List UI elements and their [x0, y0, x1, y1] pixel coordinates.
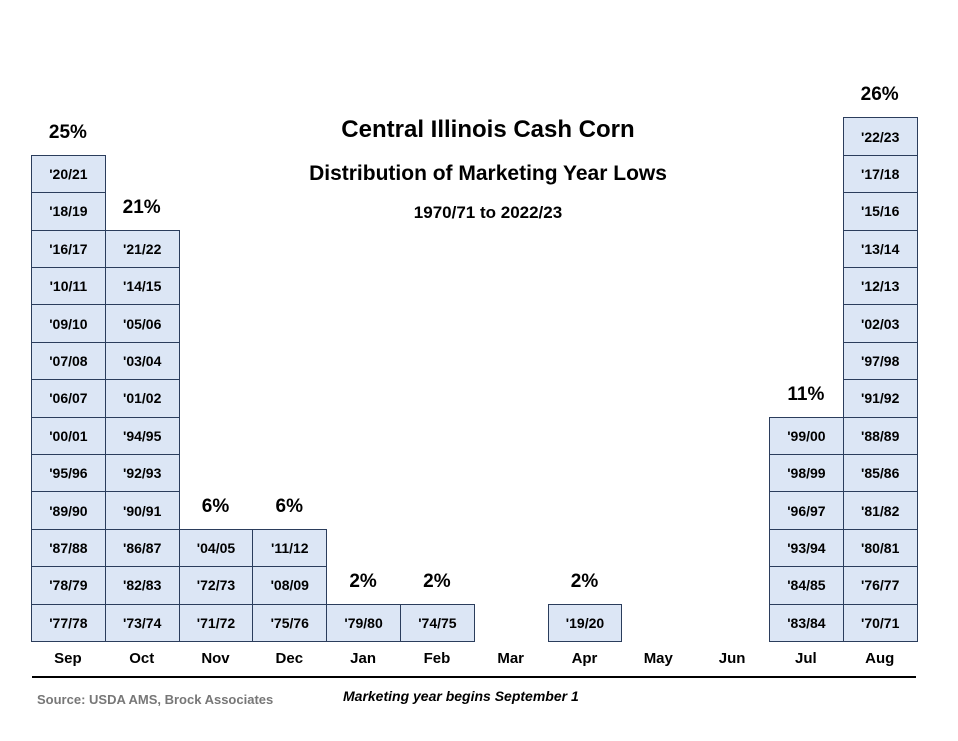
year-cell: '72/73	[178, 566, 254, 605]
month-tick-label: Nov	[201, 650, 230, 667]
year-cell: '86/87	[104, 528, 180, 568]
year-cell: '82/83	[104, 566, 180, 605]
percent-label: 21%	[122, 196, 161, 218]
axis-line	[32, 676, 916, 678]
percent-label: 6%	[201, 495, 230, 517]
year-cell: '70/71	[842, 603, 918, 642]
year-cell: '88/89	[842, 416, 918, 455]
year-cell: '79/80	[326, 603, 401, 642]
year-cell: '77/78	[31, 603, 106, 642]
year-cell: '22/23	[842, 117, 918, 156]
chart-subtitle: Distribution of Marketing Year Lows	[309, 162, 667, 185]
year-cell: '91/92	[842, 379, 918, 418]
percent-label: 25%	[48, 121, 87, 143]
percent-label: 2%	[570, 570, 599, 592]
year-cell: '98/99	[769, 454, 844, 493]
year-cell: '95/96	[31, 454, 106, 493]
year-cell: '10/11	[31, 267, 106, 306]
month-tick-label: Dec	[275, 650, 304, 667]
chart-title: Central Illinois Cash Corn	[341, 116, 635, 143]
year-cell: '85/86	[842, 454, 918, 493]
year-cell: '71/72	[178, 603, 254, 642]
percent-label: 2%	[349, 570, 377, 592]
year-cell: '89/90	[31, 491, 106, 530]
year-cell: '87/88	[31, 528, 106, 568]
year-cell: '03/04	[104, 341, 180, 381]
year-cell: '12/13	[842, 267, 918, 306]
year-cell: '07/08	[31, 341, 106, 381]
year-cell: '96/97	[769, 491, 844, 530]
year-cell: '80/81	[842, 528, 918, 568]
year-cell: '01/02	[104, 379, 180, 418]
month-tick-label: Mar	[497, 650, 525, 667]
year-cell: '09/10	[31, 304, 106, 343]
year-cell: '76/77	[842, 566, 918, 605]
year-cell: '18/19	[31, 192, 106, 231]
year-cell: '00/01	[31, 416, 106, 455]
year-cell: '81/82	[842, 491, 918, 530]
year-cell: '17/18	[842, 154, 918, 194]
month-tick-label: Aug	[865, 650, 895, 667]
year-cell: '83/84	[769, 603, 844, 642]
year-cell: '05/06	[104, 304, 180, 343]
year-cell: '97/98	[842, 341, 918, 381]
source-note: Source: USDA AMS, Brock Associates	[37, 692, 274, 707]
month-tick-label: Jul	[795, 650, 817, 667]
marketing-year-note: Marketing year begins September 1	[343, 688, 579, 704]
year-cell: '15/16	[842, 192, 918, 231]
year-cell: '16/17	[31, 229, 106, 268]
year-cell: '94/95	[104, 416, 180, 455]
percent-label: 26%	[860, 84, 899, 106]
year-cell: '19/20	[547, 603, 623, 642]
year-cell: '93/94	[769, 528, 844, 568]
year-cell: '14/15	[104, 267, 180, 306]
month-tick-label: Jan	[350, 650, 377, 667]
month-tick-label: Apr	[571, 650, 598, 667]
month-tick-label: May	[643, 650, 673, 667]
percent-label: 6%	[275, 495, 304, 517]
year-cell: '21/22	[104, 229, 180, 268]
year-cell: '08/09	[252, 566, 328, 605]
year-cell: '73/74	[104, 603, 180, 642]
chart-date-range: 1970/71 to 2022/23	[413, 203, 563, 222]
year-cell: '06/07	[31, 379, 106, 418]
month-tick-label: Jun	[718, 650, 746, 667]
year-cell: '11/12	[252, 528, 328, 568]
year-cell: '90/91	[104, 491, 180, 530]
year-cell: '20/21	[31, 154, 106, 194]
year-cell: '04/05	[178, 528, 254, 568]
year-cell: '02/03	[842, 304, 918, 343]
year-cell: '13/14	[842, 229, 918, 268]
year-cell: '75/76	[252, 603, 328, 642]
year-cell: '74/75	[400, 603, 475, 642]
year-cell: '78/79	[31, 566, 106, 605]
percent-label: 2%	[423, 570, 451, 592]
percent-label: 11%	[787, 383, 825, 405]
year-cell: '99/00	[769, 416, 844, 455]
month-tick-label: Oct	[129, 650, 155, 667]
month-tick-label: Sep	[54, 650, 82, 667]
month-tick-label: Feb	[423, 650, 451, 667]
year-cell: '92/93	[104, 454, 180, 493]
year-cell: '84/85	[769, 566, 844, 605]
